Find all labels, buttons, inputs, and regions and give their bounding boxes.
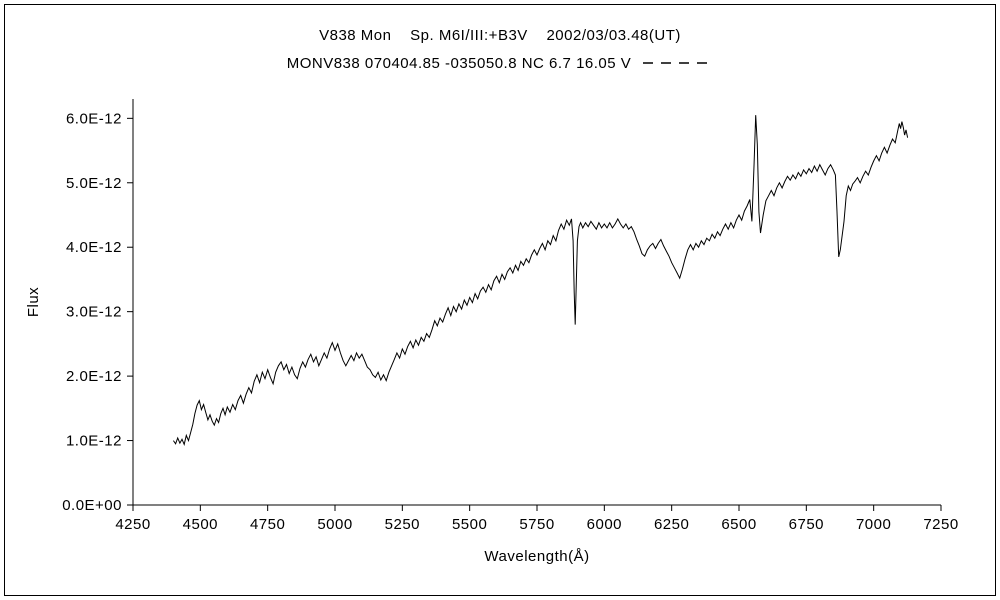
- chart-title: V838 Mon Sp. M6I/III:+B3V 2002/03/03.48(…: [319, 27, 681, 44]
- legend-dash-line: [643, 62, 712, 64]
- y-tick-label: 5.0E-12: [66, 175, 122, 192]
- x-tick-label: 7000: [856, 516, 891, 533]
- x-tick-label: 5500: [452, 516, 487, 533]
- chart-subtitle: MONV838 070404.85 -035050.8 NC 6.7 16.05…: [5, 55, 995, 72]
- x-tick-label: 6000: [587, 516, 622, 533]
- x-tick-label: 6250: [654, 516, 689, 533]
- axes: [132, 99, 941, 506]
- x-tick-label: 5000: [317, 516, 352, 533]
- chart-frame: V838 Mon Sp. M6I/III:+B3V 2002/03/03.48(…: [4, 4, 996, 596]
- y-tick-label: 0.0E+00: [62, 497, 122, 514]
- x-tick-label: 4250: [115, 516, 150, 533]
- x-tick-label: 4500: [183, 516, 218, 533]
- spectrum-plot: Wavelength(Å) Flux 4250 4500 4750 5000 5250 5…: [25, 99, 958, 565]
- x-tick-label: 5250: [385, 516, 420, 533]
- x-tick-label: 4750: [250, 516, 285, 533]
- y-tick-label: 3.0E-12: [66, 304, 122, 321]
- x-axis-title: Wavelength(Å): [484, 548, 589, 565]
- y-axis-title: Flux: [25, 287, 42, 317]
- y-tick-label: 4.0E-12: [66, 239, 122, 256]
- y-tick-label: 2.0E-12: [66, 368, 122, 385]
- chart-subtitle-text: MONV838 070404.85 -035050.8 NC 6.7 16.05…: [286, 55, 632, 72]
- y-tick-label: 1.0E-12: [66, 433, 122, 450]
- x-tick-label: 6750: [789, 516, 824, 533]
- y-tick-label: 6.0E-12: [66, 110, 122, 127]
- x-tick-label: 7250: [923, 516, 958, 533]
- x-tick-label: 6500: [721, 516, 756, 533]
- spectrum-line: [172, 115, 909, 446]
- x-tick-label: 5750: [519, 516, 554, 533]
